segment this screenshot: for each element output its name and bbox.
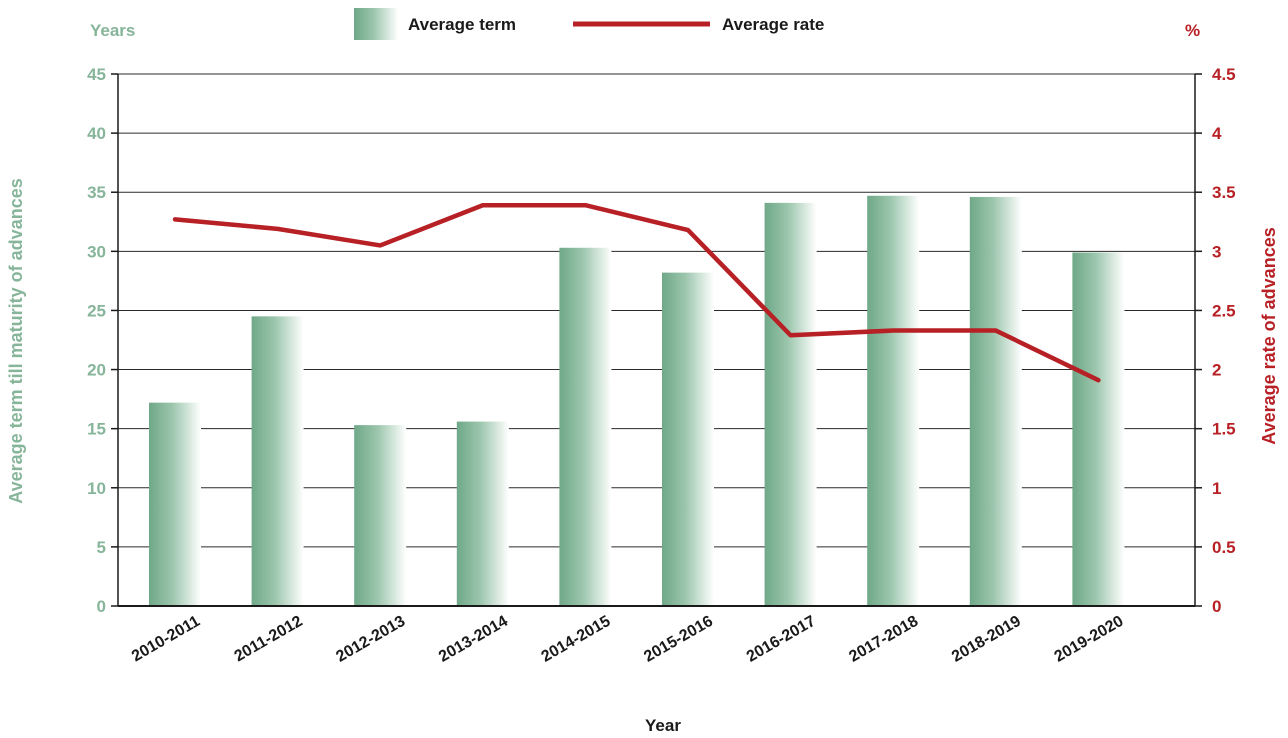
right-tick-label: 0: [1212, 597, 1221, 616]
x-axis-title: Year: [645, 716, 681, 735]
x-tick-label: 2011-2012: [232, 613, 306, 666]
left-tick-label: 0: [97, 597, 106, 616]
legend-swatch-average-term: [354, 8, 398, 40]
left-tick-label: 25: [87, 301, 106, 320]
x-tick-label: 2016-2017: [744, 613, 819, 666]
bar-2011-2012: [251, 316, 304, 606]
left-tick-label: 5: [97, 538, 106, 557]
right-tick-label: 2: [1212, 361, 1221, 380]
x-tick-label: 2019-2020: [1052, 613, 1127, 666]
left-axis-unit: Years: [90, 21, 135, 40]
bar-2013-2014: [456, 421, 509, 606]
x-tick-label: 2014-2015: [539, 613, 614, 666]
right-tick-label: 1: [1212, 479, 1221, 498]
bar-2018-2019: [969, 196, 1022, 606]
left-tick-label: 35: [87, 183, 106, 202]
left-tick-label: 30: [87, 242, 106, 261]
right-tick-label: 1.5: [1212, 420, 1236, 439]
left-tick-label: 45: [87, 65, 106, 84]
legend: Average term Average rate: [354, 8, 824, 40]
x-tick-labels: 2010-2011 2011-2012 2012-2013 2013-2014 2014…: [129, 613, 1126, 666]
bar-2010-2011: [149, 402, 201, 606]
left-tick-label: 40: [87, 124, 106, 143]
right-tick-label: 4: [1212, 124, 1222, 143]
bar-2015-2016: [662, 272, 714, 606]
left-tick-label: 15: [87, 420, 106, 439]
bar-2012-2013: [354, 425, 407, 606]
left-tick-label: 20: [87, 361, 106, 380]
x-tick-label: 2017-2018: [846, 613, 921, 666]
bar-2019-2020: [1072, 252, 1125, 606]
legend-label-average-term: Average term: [408, 15, 516, 34]
left-tick-labels: 0 5 10 15 20 25 30 35 40 45: [87, 65, 106, 616]
left-tick-label: 10: [87, 479, 106, 498]
right-axis-unit: %: [1185, 21, 1200, 40]
x-tick-label: 2015-2016: [641, 613, 716, 666]
right-tick-label: 3: [1212, 242, 1221, 261]
x-tick-label: 2018-2019: [949, 613, 1024, 666]
left-axis-title: Average term till maturity of advances: [6, 178, 26, 503]
x-tick-label: 2010-2011: [129, 613, 203, 666]
right-tick-label: 4.5: [1212, 65, 1236, 84]
bar-series: [149, 195, 1125, 606]
legend-label-average-rate: Average rate: [722, 15, 824, 34]
average-rate-line: [172, 202, 1101, 383]
bar-2014-2015: [559, 247, 612, 606]
axes: [111, 73, 1202, 607]
x-tick-label: 2013-2014: [436, 613, 511, 666]
right-tick-labels: 0 0.5 1 1.5 2 2.5 3 3.5 4 4.5: [1212, 65, 1236, 616]
right-tick-label: 2.5: [1212, 301, 1236, 320]
right-axis-title: Average rate of advances: [1259, 227, 1279, 444]
right-tick-label: 0.5: [1212, 538, 1236, 557]
x-tick-label: 2012-2013: [333, 613, 408, 666]
bar-2016-2017: [764, 202, 817, 606]
right-tick-label: 3.5: [1212, 183, 1236, 202]
line-series: [172, 202, 1101, 383]
bar-2017-2018: [867, 195, 920, 606]
